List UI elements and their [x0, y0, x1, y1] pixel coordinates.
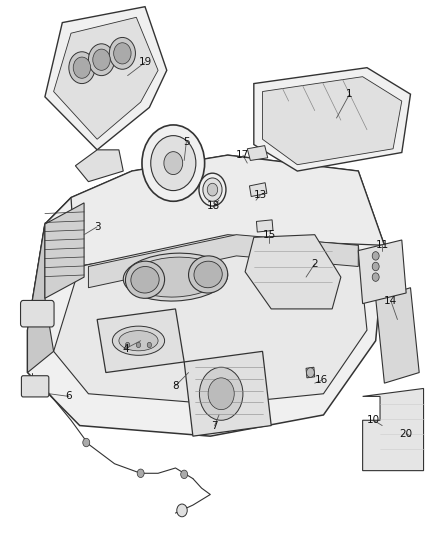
Text: 17: 17 — [237, 150, 250, 160]
Text: 19: 19 — [138, 58, 152, 67]
Circle shape — [142, 125, 205, 201]
Circle shape — [147, 342, 152, 348]
Ellipse shape — [119, 330, 158, 351]
Text: 6: 6 — [66, 391, 72, 401]
Ellipse shape — [203, 178, 222, 201]
Circle shape — [83, 438, 90, 447]
Text: 13: 13 — [254, 190, 267, 200]
Ellipse shape — [113, 326, 165, 356]
Circle shape — [73, 57, 91, 78]
Text: 18: 18 — [207, 200, 220, 211]
Polygon shape — [97, 309, 184, 373]
Text: 16: 16 — [314, 375, 328, 385]
Circle shape — [208, 378, 234, 410]
Polygon shape — [75, 150, 123, 182]
Circle shape — [125, 342, 130, 348]
Polygon shape — [250, 183, 267, 197]
Circle shape — [114, 43, 131, 64]
Circle shape — [177, 504, 187, 517]
Ellipse shape — [130, 257, 221, 297]
Circle shape — [372, 262, 379, 271]
Circle shape — [137, 469, 144, 478]
Circle shape — [199, 367, 243, 420]
Polygon shape — [254, 68, 410, 171]
Circle shape — [136, 342, 141, 348]
Polygon shape — [45, 7, 167, 150]
Text: 3: 3 — [94, 222, 100, 232]
Ellipse shape — [125, 261, 165, 298]
Polygon shape — [53, 17, 158, 139]
Polygon shape — [376, 288, 419, 383]
Polygon shape — [28, 224, 53, 373]
Polygon shape — [184, 351, 271, 436]
Text: 14: 14 — [384, 296, 398, 306]
Polygon shape — [28, 198, 71, 373]
Circle shape — [181, 470, 187, 479]
Circle shape — [164, 152, 183, 175]
Polygon shape — [53, 235, 367, 405]
Ellipse shape — [199, 173, 226, 206]
Text: 2: 2 — [311, 259, 318, 269]
Text: 10: 10 — [367, 415, 380, 425]
Ellipse shape — [131, 266, 159, 293]
Ellipse shape — [194, 261, 222, 288]
Circle shape — [110, 37, 135, 69]
Text: 8: 8 — [172, 381, 179, 391]
Polygon shape — [245, 235, 341, 309]
Polygon shape — [71, 155, 385, 266]
Text: 5: 5 — [183, 137, 190, 147]
Text: 15: 15 — [262, 230, 276, 240]
Circle shape — [93, 49, 110, 70]
Polygon shape — [256, 220, 273, 232]
Ellipse shape — [188, 256, 228, 293]
Circle shape — [372, 273, 379, 281]
Circle shape — [307, 368, 314, 377]
Polygon shape — [88, 235, 358, 288]
FancyBboxPatch shape — [21, 301, 54, 327]
Ellipse shape — [207, 183, 218, 196]
Polygon shape — [306, 367, 315, 378]
Text: 20: 20 — [399, 429, 413, 439]
Circle shape — [88, 44, 115, 76]
Circle shape — [151, 135, 196, 191]
Polygon shape — [45, 203, 84, 298]
Polygon shape — [28, 155, 385, 436]
Polygon shape — [358, 240, 406, 304]
Ellipse shape — [123, 253, 228, 301]
Text: 11: 11 — [375, 240, 389, 251]
FancyBboxPatch shape — [21, 376, 49, 397]
Text: 7: 7 — [212, 421, 218, 431]
Polygon shape — [247, 146, 268, 160]
Text: 1: 1 — [346, 89, 353, 99]
Text: 4: 4 — [122, 344, 129, 354]
Polygon shape — [262, 77, 402, 165]
Polygon shape — [363, 389, 424, 471]
Circle shape — [69, 52, 95, 84]
Circle shape — [372, 252, 379, 260]
